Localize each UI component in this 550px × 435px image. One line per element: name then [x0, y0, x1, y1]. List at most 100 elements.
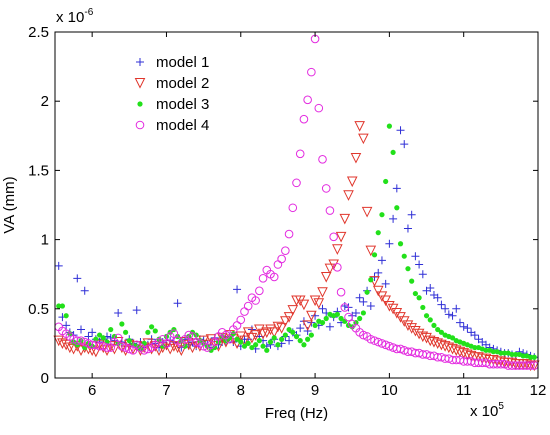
data-point — [454, 346, 466, 358]
data-point — [162, 339, 171, 348]
data-point — [108, 326, 114, 333]
data-point — [116, 342, 128, 354]
data-point — [501, 350, 508, 356]
data-point — [152, 328, 158, 334]
data-point — [380, 295, 391, 307]
data-point — [527, 354, 534, 360]
data-point — [498, 350, 504, 356]
x-tick-label: 9 — [311, 382, 319, 399]
x-tick-label: 10 — [381, 382, 398, 399]
data-point — [433, 293, 442, 302]
data-point — [435, 326, 441, 333]
data-point — [406, 323, 417, 334]
data-point — [296, 324, 305, 333]
x-axis-label: Freq (Hz) — [265, 405, 328, 422]
data-point — [400, 140, 409, 149]
data-point — [191, 337, 201, 347]
data-point — [269, 272, 279, 282]
y-axis-label: VA (mm) — [1, 176, 18, 233]
data-point — [436, 339, 447, 351]
data-point — [249, 344, 255, 351]
data-point — [350, 152, 362, 164]
data-point — [264, 347, 270, 353]
data-point — [282, 332, 288, 338]
data-point — [396, 126, 405, 135]
data-point — [473, 352, 484, 363]
data-point — [390, 149, 396, 156]
data-point — [113, 333, 123, 343]
data-point — [459, 322, 468, 331]
data-point — [426, 284, 435, 293]
data-point — [63, 313, 69, 319]
legend-item: model 1 — [136, 54, 209, 71]
plot-frame — [54, 31, 539, 379]
data-point — [416, 295, 422, 301]
data-point — [277, 254, 286, 264]
data-point — [340, 303, 350, 312]
data-point — [56, 303, 62, 309]
data-point — [97, 342, 109, 354]
data-point — [93, 336, 99, 342]
data-point — [119, 321, 125, 327]
data-point — [526, 361, 535, 370]
data-point — [480, 353, 492, 365]
data-point — [321, 184, 331, 193]
data-point — [295, 149, 305, 159]
data-point — [184, 330, 194, 340]
data-point — [463, 324, 472, 333]
data-point — [450, 345, 462, 356]
y-tick-label: 0 — [41, 370, 49, 387]
data-point — [335, 231, 347, 243]
x-exponent-base: x 10 — [470, 403, 498, 420]
data-point — [94, 339, 105, 351]
data-point — [319, 320, 326, 326]
legend-label: model 3 — [156, 96, 209, 113]
data-point — [392, 184, 401, 193]
data-point — [384, 301, 395, 312]
data-point — [279, 336, 285, 342]
data-point — [145, 329, 151, 335]
data-point — [305, 336, 311, 342]
data-point — [483, 347, 489, 353]
data-point — [312, 322, 318, 329]
data-point — [173, 299, 182, 308]
data-point — [423, 313, 430, 319]
marks-layer — [53, 34, 540, 372]
data-point — [366, 302, 375, 311]
data-point — [355, 293, 364, 302]
data-point — [528, 360, 540, 372]
legend: model 1 model 2 model 3 model 4 — [134, 54, 209, 134]
data-point — [520, 353, 526, 359]
data-point — [334, 311, 340, 317]
data-point — [325, 206, 335, 215]
data-point — [509, 351, 515, 358]
data-point — [225, 334, 234, 344]
data-point — [302, 320, 313, 332]
data-point — [432, 338, 443, 350]
data-point — [372, 285, 384, 297]
data-point — [338, 315, 344, 322]
data-point — [342, 318, 348, 324]
legend-marker — [137, 101, 143, 107]
data-point — [405, 266, 411, 272]
data-point — [245, 340, 251, 346]
x-exponent-power: 5 — [498, 401, 504, 412]
data-point — [149, 324, 155, 330]
data-point — [292, 178, 301, 188]
data-point — [251, 296, 260, 305]
data-point — [182, 343, 188, 349]
data-point — [403, 224, 412, 233]
data-point — [281, 246, 290, 255]
data-point — [401, 253, 407, 259]
data-point — [415, 260, 424, 269]
data-point — [370, 336, 379, 345]
series-1 — [54, 126, 539, 362]
data-point — [409, 278, 415, 284]
legend-label: model 1 — [156, 54, 209, 71]
data-point — [366, 334, 376, 344]
data-point — [344, 312, 353, 322]
data-point — [243, 301, 253, 311]
data-point — [346, 176, 358, 188]
data-point — [379, 212, 385, 218]
data-point — [462, 349, 473, 361]
